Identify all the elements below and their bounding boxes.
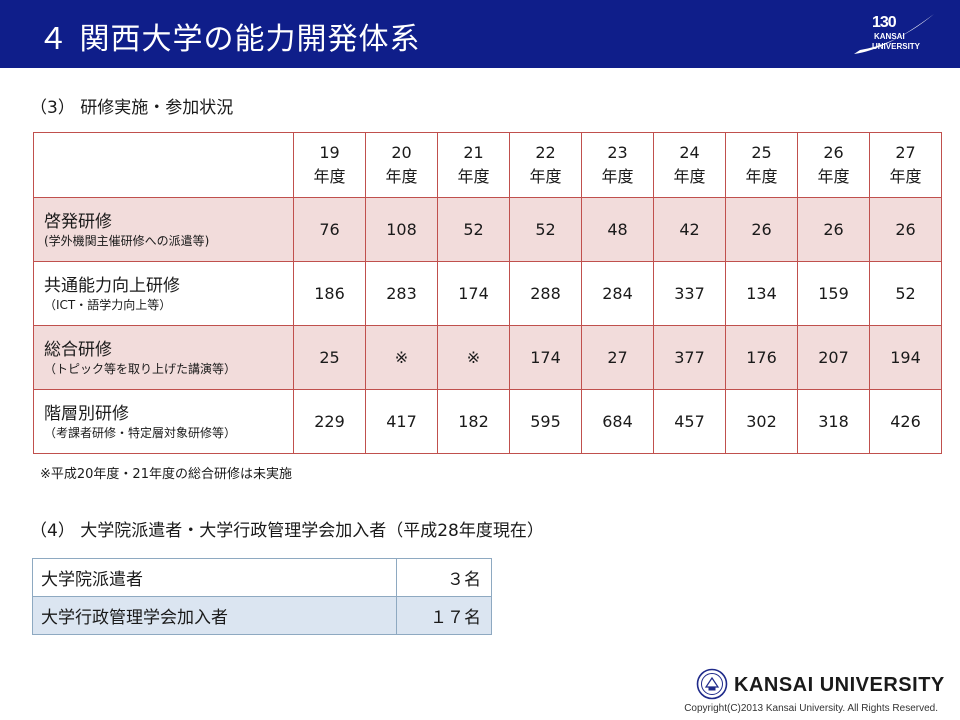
year-header: 26 年度 (797, 132, 870, 198)
table-cell: 134 (725, 261, 798, 326)
year-header: 22 年度 (509, 132, 582, 198)
table-cell: 26 (869, 197, 942, 262)
table-footnote: ※平成20年度・21年度の総合研修は未実施 (40, 467, 292, 482)
footer-logo: KANSAI UNIVERSITY (696, 666, 944, 702)
table-cell: 417 (365, 389, 438, 454)
table-cell: 426 (869, 389, 942, 454)
table-cell: 52 (437, 197, 510, 262)
table-cell: ※ (365, 325, 438, 390)
table-cell: 186 (293, 261, 366, 326)
table-cell: 42 (653, 197, 726, 262)
swoosh-icon (854, 14, 934, 54)
table-cell: 283 (365, 261, 438, 326)
copyright-text: Copyright(C)2013 Kansai University. All … (684, 703, 938, 714)
year-header: 19 年度 (293, 132, 366, 198)
table-cell: 52 (869, 261, 942, 326)
table-cell: 229 (293, 389, 366, 454)
year-header: 23 年度 (581, 132, 654, 198)
table-row: 総合研修 （トピック等を取り上げた講演等） 25 ※ ※ 174 27 377 1… (33, 325, 942, 390)
table-cell: 174 (509, 325, 582, 390)
table-cell: 457 (653, 389, 726, 454)
table-cell: 176 (725, 325, 798, 390)
table-cell: 377 (653, 325, 726, 390)
anniversary-logo: 130 KANSAI UNIVERSITY (846, 10, 938, 60)
table-cell: 595 (509, 389, 582, 454)
table-cell: 26 (797, 197, 870, 262)
training-table-header: 19 年度 20 年度 21 年度 22 年度 23 年度 24 年度 25 年度 26 年度 … (33, 132, 942, 198)
table-cell: 108 (365, 197, 438, 262)
table-cell: 27 (581, 325, 654, 390)
table-cell: 25 (293, 325, 366, 390)
table-cell: 159 (797, 261, 870, 326)
table-cell: 26 (725, 197, 798, 262)
year-header: 27 年度 (869, 132, 942, 198)
section3-heading: （3） 研修実施・参加状況 (30, 98, 234, 118)
table-cell: 284 (581, 261, 654, 326)
membership-count: ３名 (396, 558, 492, 597)
year-header: 21 年度 (437, 132, 510, 198)
year-header: 25 年度 (725, 132, 798, 198)
membership-table: 大学院派遣者 ３名 大学行政管理学会加入者 １７名 (32, 558, 492, 635)
membership-name: 大学院派遣者 (32, 558, 397, 597)
table-cell: 174 (437, 261, 510, 326)
membership-count: １７名 (396, 596, 492, 635)
table-cell: ※ (437, 325, 510, 390)
year-header: 20 年度 (365, 132, 438, 198)
header-corner-cell (33, 132, 294, 198)
table-cell: 48 (581, 197, 654, 262)
table-cell: 194 (869, 325, 942, 390)
table-cell: 302 (725, 389, 798, 454)
row-label: 総合研修 （トピック等を取り上げた講演等） (33, 325, 294, 390)
table-cell: 337 (653, 261, 726, 326)
table-row: 共通能力向上研修 （ICT・語学力向上等） 186 283 174 288 284… (33, 261, 942, 326)
anniversary-number: 130 (872, 14, 897, 31)
year-header: 24 年度 (653, 132, 726, 198)
university-seal-icon (696, 668, 728, 700)
table-cell: 182 (437, 389, 510, 454)
footer-brand: KANSAI UNIVERSITY (734, 674, 945, 696)
slide-title: ４ 関西大学の能力開発体系 (38, 22, 421, 57)
table-row: 啓発研修 (学外機関主催研修への派遣等) 76 108 52 52 48 42 2… (33, 197, 942, 262)
section4-heading: （4） 大学院派遣者・大学行政管理学会加入者（平成28年度現在） (30, 521, 544, 541)
row-label: 階層別研修 （考課者研修・特定層対象研修等） (33, 389, 294, 454)
table-cell: 288 (509, 261, 582, 326)
table-row: 大学行政管理学会加入者 １７名 (32, 596, 492, 635)
table-row: 階層別研修 （考課者研修・特定層対象研修等） 229 417 182 595 68… (33, 389, 942, 454)
table-cell: 76 (293, 197, 366, 262)
slide-header: ４ 関西大学の能力開発体系 130 KANSAI UNIVERSITY (0, 0, 960, 68)
table-cell: 684 (581, 389, 654, 454)
table-cell: 207 (797, 325, 870, 390)
row-label: 啓発研修 (学外機関主催研修への派遣等) (33, 197, 294, 262)
row-label: 共通能力向上研修 （ICT・語学力向上等） (33, 261, 294, 326)
training-table: 19 年度 20 年度 21 年度 22 年度 23 年度 24 年度 25 年度 26 年度 … (33, 132, 942, 454)
membership-name: 大学行政管理学会加入者 (32, 596, 397, 635)
logo-line1: KANSAI (874, 32, 905, 41)
table-row: 大学院派遣者 ３名 (32, 558, 492, 597)
logo-line2: UNIVERSITY (872, 42, 921, 51)
table-cell: 318 (797, 389, 870, 454)
table-cell: 52 (509, 197, 582, 262)
